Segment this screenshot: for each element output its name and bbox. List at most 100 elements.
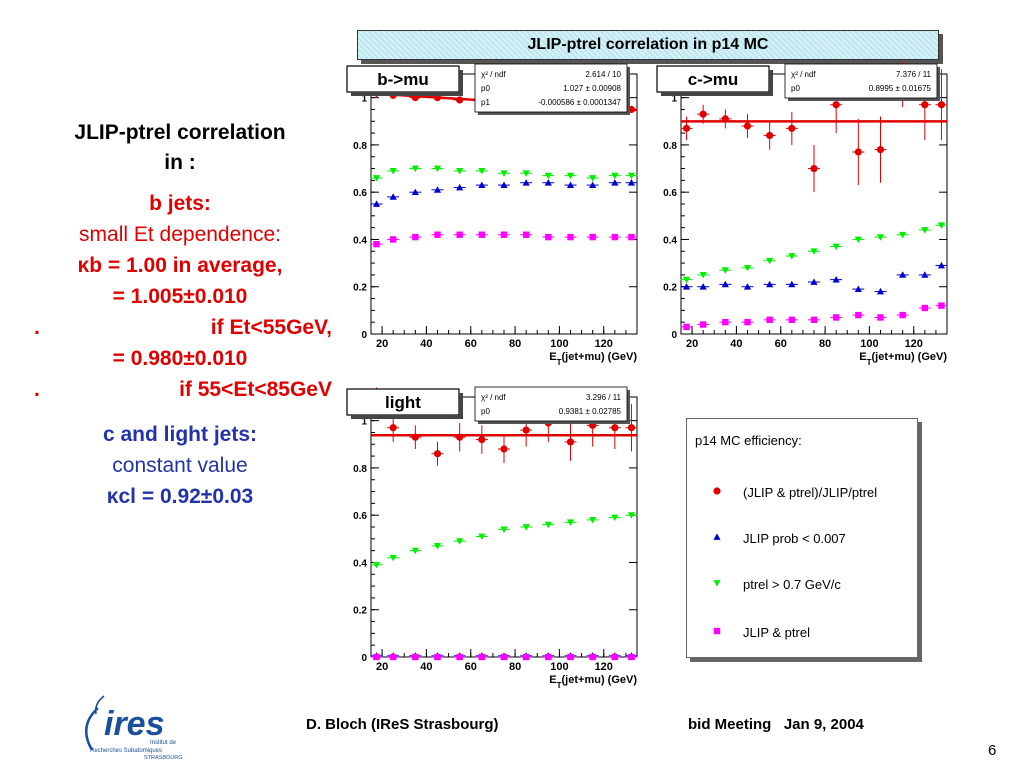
- data-point: [389, 236, 397, 243]
- data-point: [938, 302, 945, 309]
- fit-box-key: χ² / ndf: [481, 393, 506, 402]
- left-heading-line1: JLIP-ptrel correlation: [74, 121, 286, 144]
- data-point: [876, 146, 885, 154]
- data-point: [854, 236, 862, 244]
- legend-marker: [713, 580, 721, 587]
- y-tick-label: 0.2: [353, 283, 367, 294]
- x-axis-label: ET(jet+mu) (GeV): [549, 674, 637, 690]
- data-point: [937, 101, 946, 109]
- data-point: [699, 272, 707, 279]
- data-point: [373, 240, 380, 248]
- data-point: [899, 231, 907, 239]
- x-tick-label: 100: [860, 338, 878, 350]
- cl-jets-desc: constant value: [112, 454, 248, 477]
- condition-1: if Et<55GeV,: [210, 316, 332, 339]
- data-point: [478, 533, 486, 541]
- data-point: [433, 543, 442, 550]
- panel-label-shadow: [459, 70, 463, 96]
- data-point: [627, 179, 636, 186]
- data-point: [589, 517, 597, 524]
- data-point: [682, 124, 691, 132]
- data-point: [456, 96, 464, 104]
- legend-item-2-label: ptrel > 0.7 GeV/c: [743, 577, 841, 592]
- x-tick-label: 60: [775, 338, 787, 350]
- x-tick-label: 20: [686, 338, 698, 350]
- legend-marker: [713, 533, 721, 540]
- condition-2-dot: .: [34, 378, 40, 401]
- panel-label: b->mu: [377, 70, 428, 89]
- fit-box: [784, 63, 938, 99]
- x-tick-label: 120: [595, 661, 613, 673]
- data-point: [389, 168, 397, 175]
- data-point: [567, 653, 574, 661]
- plot-frame: [370, 73, 638, 335]
- data-point: [522, 179, 530, 186]
- data-point: [567, 233, 574, 241]
- data-point: [899, 311, 906, 319]
- data-point: [876, 287, 885, 295]
- data-point: [589, 653, 596, 661]
- data-point: [522, 653, 530, 661]
- data-point: [628, 233, 635, 241]
- data-point: [389, 424, 397, 432]
- data-point: [832, 101, 840, 109]
- page-number: 6: [988, 742, 997, 759]
- data-point: [611, 653, 619, 661]
- data-point: [589, 175, 597, 182]
- data-point: [683, 323, 690, 331]
- cl-jets-title: c and light jets:: [102, 423, 257, 446]
- y-tick-label: 0: [361, 653, 367, 664]
- condition-1-dot: .: [34, 316, 40, 339]
- legend-markers: [713, 487, 721, 635]
- data-point: [478, 181, 486, 188]
- value-2: = 0.980±0.010: [112, 347, 248, 370]
- data-point: [699, 321, 707, 328]
- data-point: [788, 280, 796, 288]
- y-tick-label: 0.2: [663, 283, 677, 294]
- data-point: [434, 653, 441, 661]
- data-point: [721, 280, 729, 288]
- data-point: [743, 283, 752, 290]
- condition-1-row: . if Et<55GeV,: [10, 312, 350, 343]
- condition-2-row: . if 55<Et<85GeV: [10, 374, 350, 405]
- data-point: [456, 653, 463, 661]
- data-point: [699, 110, 707, 118]
- fit-box-value: -0.000586 ± 0.0001347: [538, 98, 621, 107]
- data-point: [832, 314, 840, 321]
- data-point: [722, 318, 729, 326]
- condition-2: if 55<Et<85GeV: [179, 378, 332, 401]
- y-tick-label: 1: [361, 417, 367, 428]
- data-point: [743, 122, 752, 130]
- svg-text:Institut de: Institut de: [150, 740, 177, 746]
- data-point: [412, 233, 419, 241]
- y-tick-label: 0.2: [353, 606, 367, 617]
- data-point: [411, 188, 419, 196]
- data-point: [766, 131, 774, 140]
- data-point: [566, 181, 575, 188]
- data-point: [456, 231, 463, 238]
- x-tick-label: 60: [465, 338, 477, 350]
- data-point: [628, 653, 635, 661]
- data-point: [500, 181, 508, 188]
- data-point: [611, 233, 619, 241]
- data-point: [810, 164, 818, 173]
- data-point: [699, 283, 707, 290]
- y-tick-label: 1: [671, 94, 677, 105]
- data-point: [810, 316, 818, 324]
- data-point: [627, 172, 636, 180]
- legend-header: p14 MC efficiency:: [695, 433, 802, 448]
- data-point: [500, 653, 508, 661]
- left-heading-line2: in :: [164, 151, 196, 174]
- fit-box-value: 7.376 / 11: [896, 70, 932, 79]
- y-tick-label: 0.4: [353, 235, 367, 246]
- data-point: [766, 316, 773, 324]
- svg-text:STRASBOURG: STRASBOURG: [144, 755, 183, 761]
- figure-title: JLIP-ptrel correlation in p14 MC: [357, 30, 939, 60]
- data-point: [744, 318, 751, 326]
- kappa-b-line: κb = 1.00 in average,: [77, 254, 283, 277]
- data-point: [412, 653, 419, 661]
- x-tick-label: 80: [509, 338, 521, 350]
- data-point: [411, 433, 419, 441]
- data-point: [478, 231, 486, 238]
- legend-item-3-label: JLIP & ptrel: [743, 625, 810, 640]
